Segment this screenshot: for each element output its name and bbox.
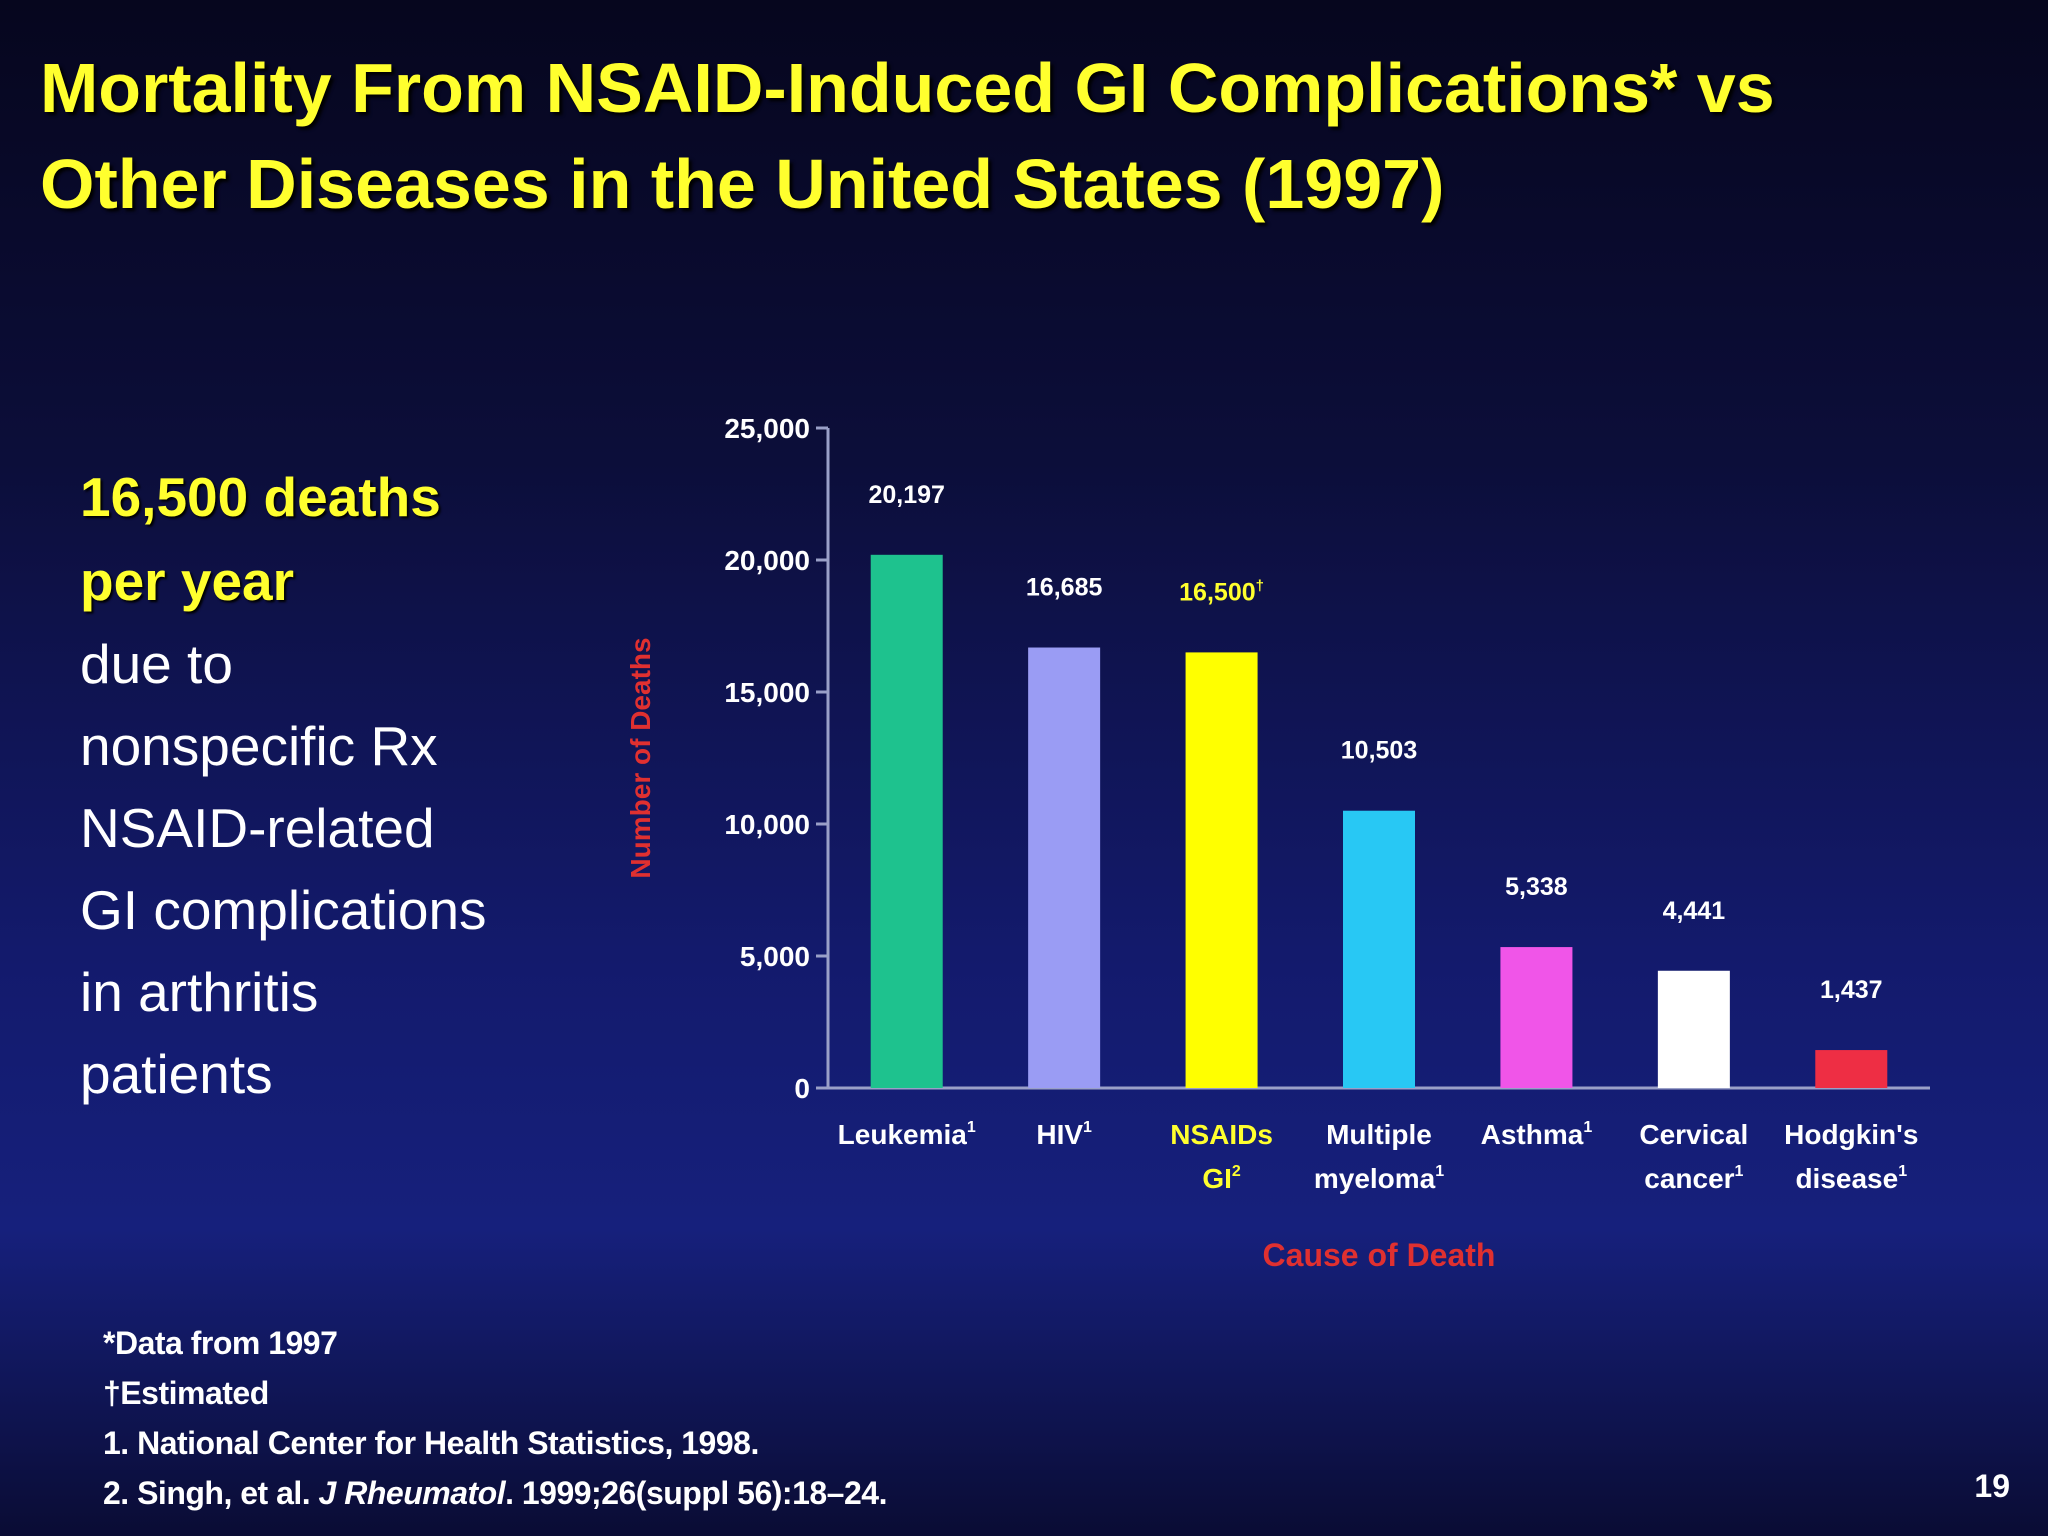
category-label: HIV1 [1036, 1119, 1092, 1150]
citation-suffix: . 1999;26(suppl 56):18–24. [505, 1475, 887, 1511]
callout-body-line: patients [80, 1043, 273, 1105]
value-label: 1,437 [1820, 976, 1883, 1004]
y-tick-label: 15,000 [724, 677, 810, 708]
category-label-footnote-mark: 1 [1735, 1163, 1744, 1180]
category-label-footnote-mark: 1 [967, 1119, 976, 1136]
y-tick-label: 10,000 [724, 809, 810, 840]
callout-body-line: due to [80, 633, 233, 695]
value-label: 4,441 [1663, 897, 1726, 925]
category-label: cancer1 [1644, 1163, 1743, 1194]
bar [870, 554, 943, 1088]
category-label-footnote-mark: 1 [1583, 1119, 1592, 1136]
y-axis-title: Number of Deaths [625, 637, 656, 878]
category-label: Multiple [1326, 1119, 1432, 1150]
footnote-line: *Data from 1997 [103, 1325, 338, 1361]
category-label: disease1 [1795, 1163, 1907, 1194]
callout-body-line: GI complications [80, 879, 487, 941]
category-label: GI2 [1202, 1163, 1241, 1194]
category-label-footnote-mark: 1 [1083, 1119, 1092, 1136]
bar [1185, 652, 1258, 1088]
title-line-2: Other Diseases in the United States (199… [40, 145, 1445, 223]
bar [1657, 970, 1730, 1088]
citation-journal: J Rheumatol [318, 1475, 506, 1511]
callout-text: 16,500 deaths per year due to nonspecifi… [80, 455, 620, 1115]
category-label: Hodgkin's [1784, 1119, 1918, 1150]
y-tick-label: 5,000 [740, 941, 810, 972]
category-label-footnote-mark: 1 [1435, 1163, 1444, 1180]
callout-highlight-line: 16,500 deaths [80, 466, 441, 528]
footnote-line: †Estimated [103, 1375, 269, 1411]
y-tick-label: 25,000 [724, 413, 810, 444]
bar [1815, 1050, 1888, 1088]
footnote-line: 1. National Center for Health Statistics… [103, 1425, 759, 1461]
category-label-footnote-mark: 1 [1898, 1163, 1907, 1180]
bar [1500, 947, 1573, 1088]
value-label: 10,503 [1341, 737, 1417, 765]
bar [1028, 647, 1101, 1088]
category-label: NSAIDs [1170, 1119, 1273, 1150]
x-axis-title: Cause of Death [1263, 1237, 1496, 1273]
callout-highlight-line: per year [80, 550, 295, 612]
category-label: Cervical [1639, 1119, 1748, 1150]
value-label: 5,338 [1505, 873, 1568, 901]
callout-body-line: NSAID-related [80, 797, 435, 859]
category-label: Asthma1 [1481, 1119, 1593, 1150]
value-label-footnote-mark: † [1256, 577, 1264, 594]
value-label: 20,197 [868, 481, 944, 509]
slide-number: 19 [1974, 1468, 2010, 1504]
category-label-footnote-mark: 2 [1232, 1163, 1241, 1180]
citation-line: 2. Singh, et al. J Rheumatol. 1999;26(su… [103, 1468, 887, 1518]
bar [1343, 810, 1415, 1088]
footnotes: *Data from 1997 †Estimated 1. National C… [103, 1318, 887, 1518]
y-tick-label: 0 [794, 1073, 810, 1104]
value-label: 16,500† [1179, 577, 1264, 606]
category-label: Leukemia1 [838, 1119, 976, 1150]
y-tick-label: 20,000 [724, 545, 810, 576]
slide-title: Mortality From NSAID-Induced GI Complica… [40, 40, 2020, 232]
category-label: myeloma1 [1314, 1163, 1444, 1194]
callout-body-line: nonspecific Rx [80, 715, 438, 777]
callout-body-line: in arthritis [80, 961, 319, 1023]
citation-prefix: 2. Singh, et al. [103, 1475, 319, 1511]
title-line-1: Mortality From NSAID-Induced GI Complica… [40, 49, 1775, 127]
value-label: 16,685 [1026, 574, 1103, 602]
